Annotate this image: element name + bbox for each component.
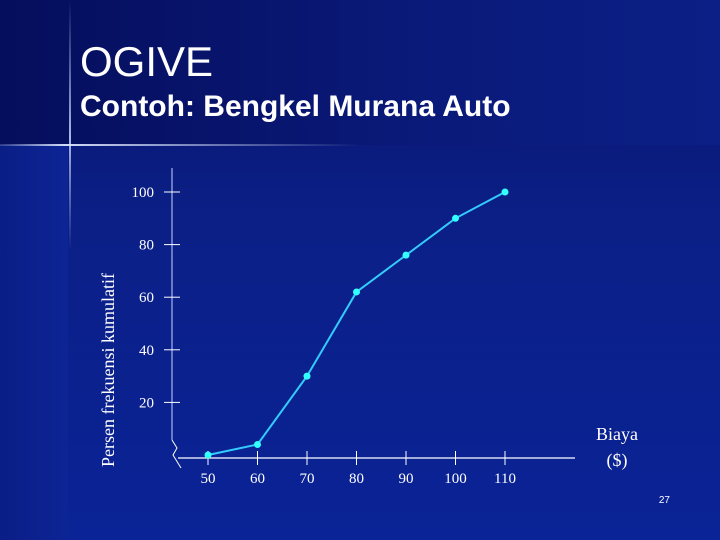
chart-axes <box>171 168 575 469</box>
x-tick-label: 50 <box>201 471 216 487</box>
data-point <box>204 451 212 459</box>
y-tick-label: 60 <box>139 290 154 306</box>
data-point <box>353 288 360 296</box>
x-axis-label-line-2: ($) <box>607 450 628 471</box>
chart-series <box>204 188 509 459</box>
x-tick-label: 70 <box>300 471 315 487</box>
data-point <box>303 372 311 380</box>
slide-title: OGIVE <box>80 38 214 85</box>
decorative-horizontal-line <box>0 144 360 146</box>
data-point <box>254 440 261 448</box>
x-axis-label-line-1: Biaya <box>596 424 638 444</box>
axis-break-mark <box>171 439 182 469</box>
decorative-vertical-line <box>69 0 71 250</box>
y-tick-label: 40 <box>139 343 154 359</box>
y-tick-label: 100 <box>132 185 155 201</box>
page-number: 27 <box>658 495 670 506</box>
ogive-line <box>207 191 506 456</box>
x-tick-label: 60 <box>250 471 265 487</box>
x-tick-label: 90 <box>399 471 414 487</box>
y-axis-label: Persen frekuensi kumulatif <box>98 273 118 467</box>
y-tick-label: 80 <box>139 238 154 254</box>
x-tick-label: 80 <box>349 471 364 487</box>
x-axis-ticks: 50 60 70 80 90 100 110 <box>201 451 516 487</box>
left-band <box>0 145 68 540</box>
x-tick-label: 110 <box>494 471 516 487</box>
y-axis-ticks: 20 40 60 80 100 <box>132 185 180 411</box>
slide-subtitle: Contoh: Bengkel Murana Auto <box>80 90 511 123</box>
data-point <box>402 251 410 259</box>
data-point <box>452 214 459 222</box>
data-point <box>501 188 509 196</box>
x-tick-label: 100 <box>444 471 467 487</box>
y-tick-label: 20 <box>139 395 154 411</box>
header-band <box>0 0 720 145</box>
